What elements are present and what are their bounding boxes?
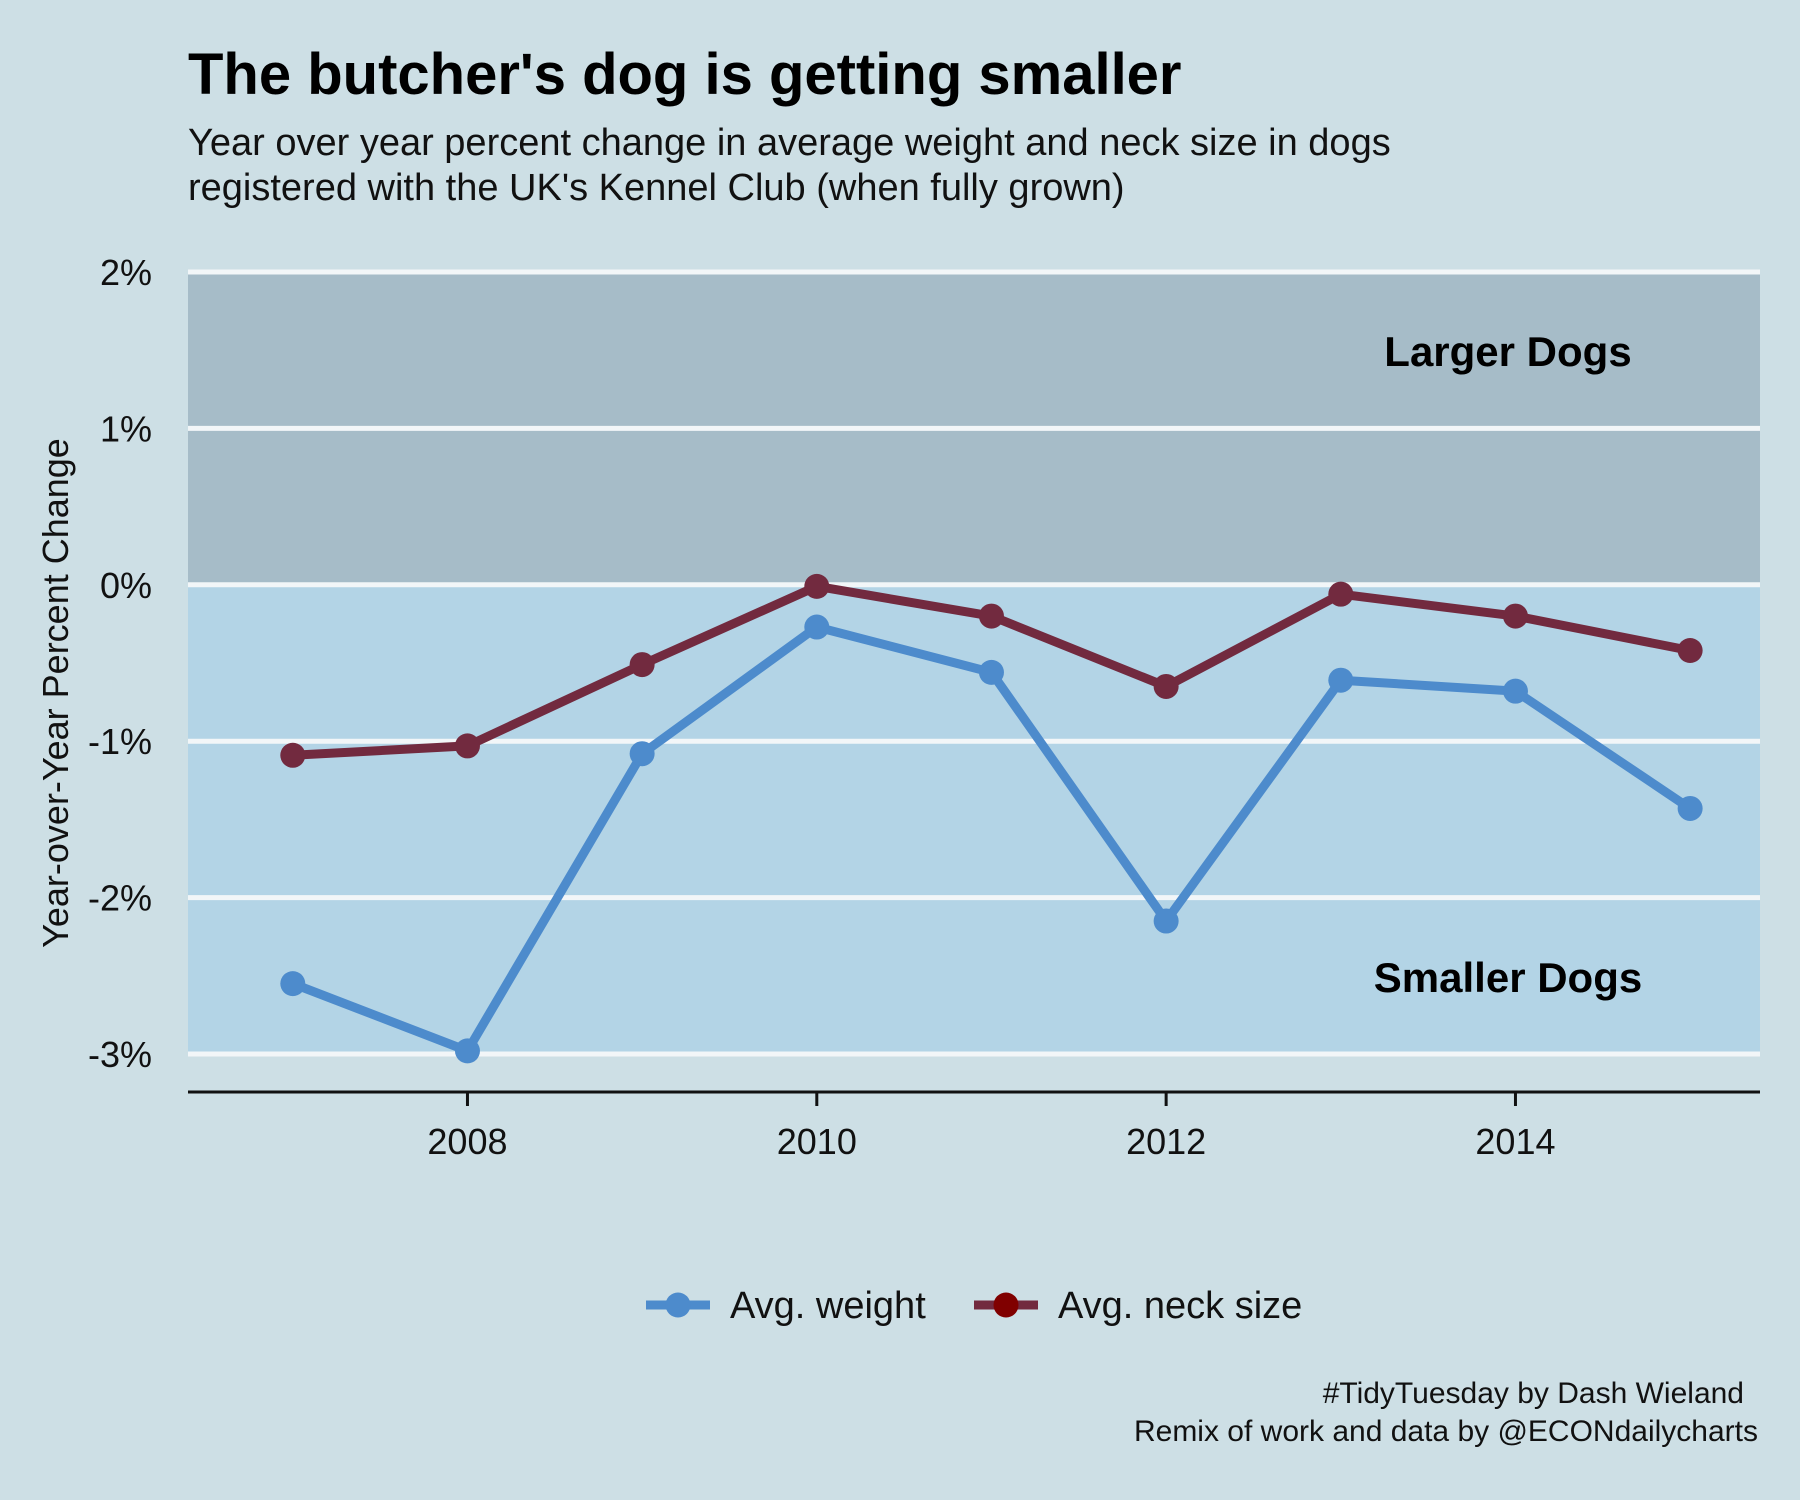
legend-item-avg-weight: Avg. weight [646, 1285, 926, 1327]
legend-swatch-dot [665, 1292, 691, 1318]
plot-background [188, 272, 1760, 1054]
legend-item-avg-neck-size: Avg. neck size [974, 1285, 1302, 1327]
y-tick-label: -3% [88, 1034, 152, 1075]
gridlines [188, 269, 1760, 1057]
y-tick-label: -1% [88, 721, 152, 762]
data-point [454, 1038, 480, 1064]
x-tick-label: 2008 [427, 1121, 507, 1162]
chart-subtitle-line-1: Year over year percent change in average… [188, 122, 1391, 164]
x-tick-label: 2010 [777, 1121, 857, 1162]
y-tick-label: 0% [100, 565, 152, 606]
series-layer [280, 573, 1703, 1064]
zone-label-smaller: Smaller Dogs [1374, 954, 1642, 1001]
zone-label-larger: Larger Dogs [1384, 328, 1631, 375]
data-point [1677, 795, 1703, 821]
zone-labels: Larger Dogs Smaller Dogs [1374, 328, 1642, 1001]
legend-swatch-dot [993, 1292, 1019, 1318]
data-point [978, 603, 1004, 629]
y-tick-label: 2% [100, 252, 152, 293]
y-axis: 2% 1% 0% -1% -2% -3% [88, 252, 152, 1075]
region-smaller [188, 584, 1760, 1054]
data-point [1677, 637, 1703, 663]
y-tick-label: 1% [100, 408, 152, 449]
data-point [978, 659, 1004, 685]
data-point [1153, 673, 1179, 699]
data-point [629, 741, 655, 767]
data-point [1502, 603, 1528, 629]
chart-subtitle-line-2: registered with the UK's Kennel Club (wh… [188, 167, 1125, 209]
x-tick-label: 2014 [1475, 1121, 1555, 1162]
caption-line-1: #TidyTuesday by Dash Wieland [1323, 1377, 1744, 1410]
series-avg-weight [280, 614, 1703, 1064]
data-point [454, 733, 480, 759]
legend: Avg. weight Avg. neck size [646, 1285, 1302, 1327]
legend-label: Avg. weight [730, 1285, 926, 1327]
legend-label: Avg. neck size [1058, 1285, 1302, 1327]
y-tick-label: -2% [88, 878, 152, 919]
data-point [280, 742, 306, 768]
data-point [1153, 908, 1179, 934]
series-avg-neck-size [280, 573, 1703, 768]
caption-line-2: Remix of work and data by @ECONdailychar… [1134, 1415, 1758, 1448]
data-point [1328, 667, 1354, 693]
chart-title: The butcher's dog is getting smaller [188, 42, 1182, 107]
data-point [1502, 678, 1528, 704]
data-point [629, 652, 655, 678]
data-point [280, 971, 306, 997]
data-point [804, 573, 830, 599]
data-point [804, 614, 830, 640]
x-axis: 2008 2010 2012 2014 [188, 1090, 1760, 1162]
data-point [1328, 581, 1354, 607]
y-axis-title: Year-over-Year Percent Change [35, 438, 76, 948]
x-tick-label: 2012 [1126, 1121, 1206, 1162]
